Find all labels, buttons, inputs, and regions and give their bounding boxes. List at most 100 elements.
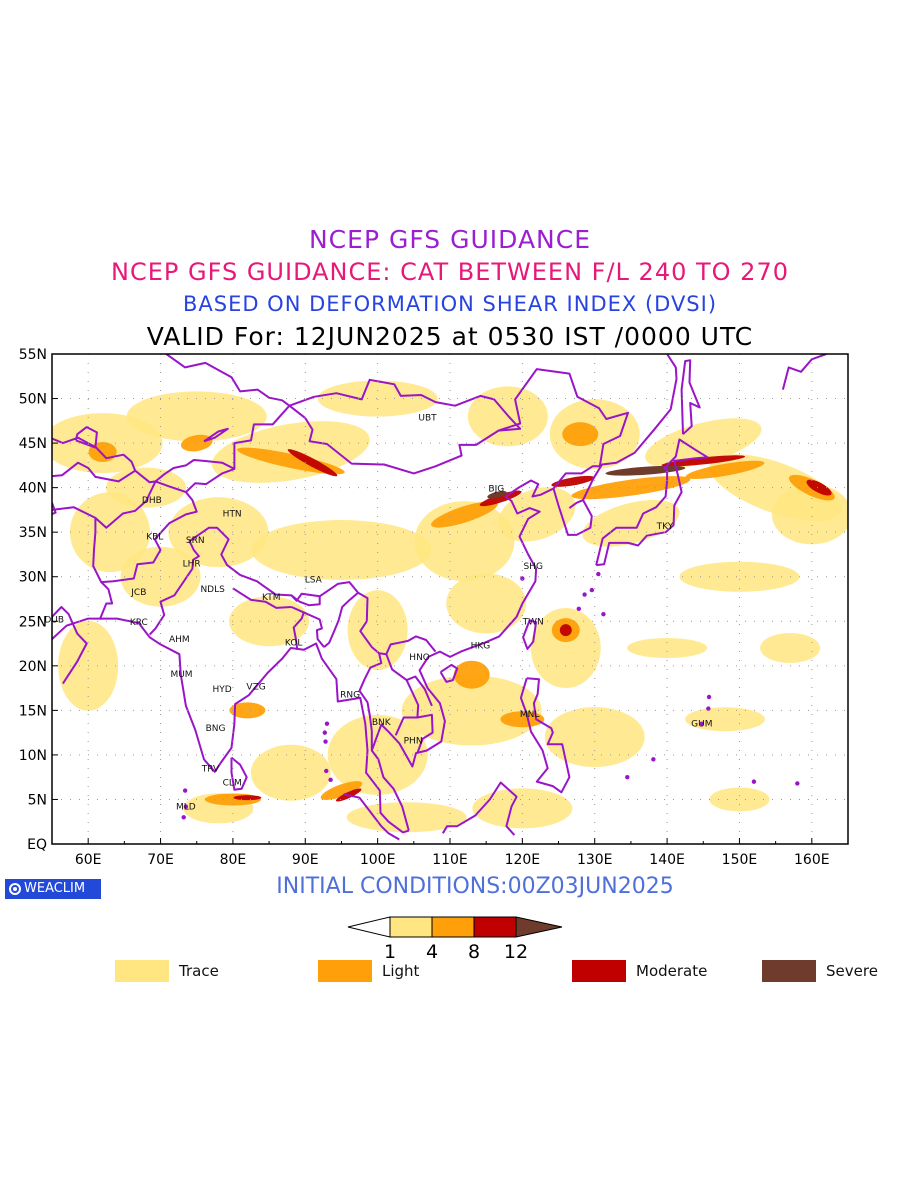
coastline-south-asia <box>52 617 410 834</box>
light-area <box>562 422 599 447</box>
island-marker <box>596 571 601 577</box>
boundary-laos-vietnam <box>406 675 433 707</box>
trace-area <box>347 590 408 671</box>
moderate-area <box>479 490 522 507</box>
lat-tick-label: 15N <box>19 703 47 719</box>
trace-area <box>317 380 438 417</box>
station-jcb: JCB <box>130 588 146 598</box>
trace-area <box>327 714 428 795</box>
title-line-3: BASED ON DEFORMATION SHEAR INDEX (DVSI) <box>182 292 718 316</box>
legend-light: Light <box>318 960 419 982</box>
lon-tick-label: 60E <box>75 852 102 868</box>
station-ktm: KTM <box>262 593 280 603</box>
boundary-afghanistan <box>52 480 198 584</box>
light-area <box>453 660 490 689</box>
island-marker <box>322 730 328 735</box>
moderate-area <box>233 795 262 801</box>
light-area <box>500 711 545 728</box>
copyright-icon <box>9 883 21 895</box>
boundary-korea-dmz <box>568 499 584 509</box>
valid-time: VALID For: 12JUN2025 at 0530 IST /0000 U… <box>146 322 754 351</box>
station-hno: HNO <box>409 653 430 663</box>
trace-area <box>530 608 601 688</box>
colorbar-moderate <box>473 916 517 938</box>
light-area <box>431 501 498 528</box>
station-htn: HTN <box>223 509 242 519</box>
island-marker <box>328 777 333 783</box>
legend-severe: Severe <box>762 960 878 982</box>
light-area <box>685 460 765 479</box>
island-marker <box>582 592 587 597</box>
colorbar: 1 4 8 12 <box>347 916 563 963</box>
station-bng: BNG <box>206 724 226 734</box>
coastline-layer <box>52 354 827 841</box>
lat-tick-label: 50N <box>19 392 47 408</box>
lat-tick-label: EQ <box>27 837 47 853</box>
boundary-china-korea <box>552 465 600 490</box>
title-line-2: NCEP GFS GUIDANCE: CAT BETWEEN F/L 240 T… <box>111 258 789 286</box>
trace-area <box>446 573 527 634</box>
moderate-area <box>806 479 832 496</box>
station-kbl: KBL <box>146 533 163 543</box>
colorbar-high-arrow <box>515 916 563 938</box>
island-marker <box>699 721 705 726</box>
light-area <box>320 781 363 800</box>
station-clm: CLM <box>223 779 242 789</box>
lat-tick-label: 20N <box>19 659 47 675</box>
station-mld: MLD <box>176 803 196 813</box>
trace-area <box>679 561 800 592</box>
severe-area <box>605 465 686 476</box>
island-marker <box>663 465 668 471</box>
coastline-sumatra <box>343 793 400 841</box>
trace-area <box>684 707 765 732</box>
boundary-kaz-uzb <box>52 436 137 472</box>
island-marker <box>651 757 656 762</box>
trace-area <box>627 638 708 658</box>
lon-tick-label: 100E <box>360 852 396 868</box>
lon-tick-label: 120E <box>505 852 541 868</box>
lon-tick-label: 130E <box>577 852 613 868</box>
island-marker <box>323 739 328 744</box>
island-marker <box>601 611 606 617</box>
coastline-sri-lanka <box>230 756 248 791</box>
legend-moderate: Moderate <box>572 960 707 982</box>
lat-tick-label: 40N <box>19 481 47 497</box>
lat-tick-label: 55N <box>19 347 47 363</box>
grid-layer <box>52 354 848 844</box>
boundary-nepal <box>232 587 292 609</box>
lon-tick-label: 160E <box>794 852 830 868</box>
lat-tick-label: 45N <box>19 436 47 452</box>
coastline-caspian <box>52 502 57 516</box>
island-marker <box>706 694 712 700</box>
coastline-japan <box>595 438 709 567</box>
lon-tick-label: 90E <box>292 852 319 868</box>
station-twn: TWN <box>522 617 544 627</box>
boundary-cambodia-thailand <box>394 716 418 736</box>
title-line-1: NCEP GFS GUIDANCE <box>308 225 591 254</box>
boundary-china-russia-east <box>498 368 629 467</box>
station-mnl: MNL <box>520 710 540 720</box>
boundary-india-north <box>148 526 360 648</box>
island-marker <box>576 606 582 611</box>
boundary-bhutan <box>290 594 321 607</box>
lat-tick-label: 25N <box>19 614 47 630</box>
station-rng: RNG <box>340 690 360 700</box>
initial-conditions: INITIAL CONDITIONS:00Z03JUN2025 <box>276 874 674 899</box>
colorbar-tick: 12 <box>504 941 528 963</box>
light-area <box>571 476 691 500</box>
station-hkg: HKG <box>471 641 491 651</box>
boundary-kazakhstan-east <box>165 354 291 493</box>
coastline-kamchatka <box>781 354 827 390</box>
colorbar-tick: 1 <box>384 941 396 963</box>
lon-tick-label: 70E <box>147 852 174 868</box>
legend-swatch <box>318 960 372 982</box>
station-vzg: VZG <box>246 682 265 692</box>
station-lhr: LHR <box>183 559 201 569</box>
trace-area <box>229 596 310 647</box>
lon-tick-label: 150E <box>722 852 758 868</box>
trace-area <box>346 802 467 833</box>
island-marker <box>182 788 188 793</box>
trace-area <box>544 707 645 768</box>
station-ubt: UBT <box>418 413 437 423</box>
island-marker <box>795 781 800 786</box>
